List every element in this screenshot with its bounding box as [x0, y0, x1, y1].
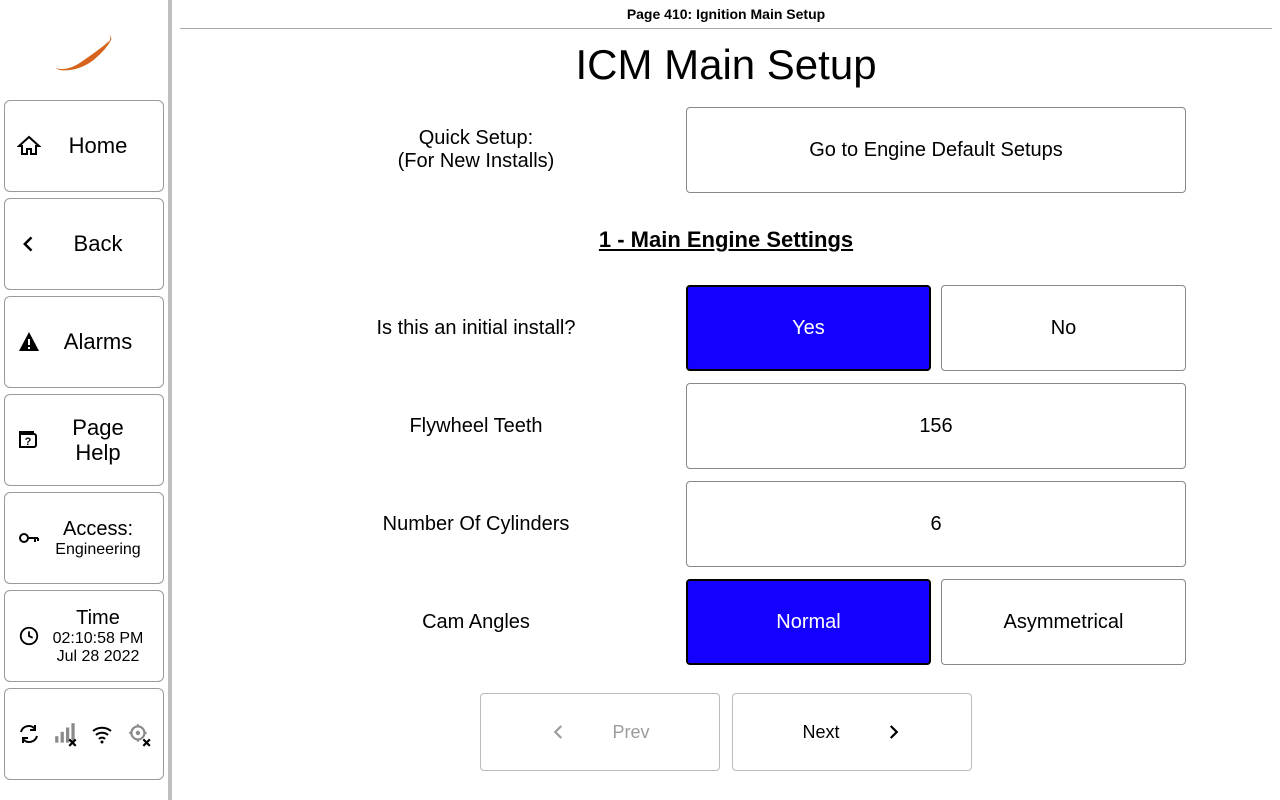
flywheel-row: Flywheel Teeth 156	[266, 383, 1186, 469]
cylinders-value-button[interactable]: 6	[686, 481, 1186, 567]
prev-label: Prev	[612, 722, 649, 743]
quick-setup-label: Quick Setup: (For New Installs)	[266, 127, 686, 173]
main-content: Page 410: Ignition Main Setup ICM Main S…	[172, 0, 1280, 800]
chevron-left-icon	[550, 723, 568, 741]
cylinders-row: Number Of Cylinders 6	[266, 481, 1186, 567]
pager: Prev Next	[180, 693, 1272, 771]
alarms-label: Alarms	[43, 329, 153, 355]
initial-install-label: Is this an initial install?	[266, 317, 686, 340]
access-panel[interactable]: Access: Engineering	[4, 492, 164, 584]
initial-install-yes-button[interactable]: Yes	[686, 285, 931, 371]
section-title: 1 - Main Engine Settings	[180, 227, 1272, 253]
help-icon: ?	[15, 428, 43, 452]
page-title: ICM Main Setup	[180, 41, 1272, 89]
location-off-icon	[125, 720, 153, 748]
flywheel-value-button[interactable]: 156	[686, 383, 1186, 469]
quick-setup-row: Quick Setup: (For New Installs) Go to En…	[266, 107, 1186, 193]
page-help-button[interactable]: ? Page Help	[4, 394, 164, 486]
chevron-left-icon	[15, 234, 43, 254]
back-button[interactable]: Back	[4, 198, 164, 290]
clock-icon	[15, 625, 43, 647]
status-bar	[4, 688, 164, 780]
sync-icon	[15, 720, 43, 748]
time-value: 02:10:58 PM	[53, 630, 144, 648]
initial-install-no-button[interactable]: No	[941, 285, 1186, 371]
alarms-button[interactable]: Alarms	[4, 296, 164, 388]
next-button[interactable]: Next	[732, 693, 972, 771]
cam-normal-button[interactable]: Normal	[686, 579, 931, 665]
home-label: Home	[43, 133, 153, 159]
cam-angles-row: Cam Angles Normal Asymmetrical	[266, 579, 1186, 665]
chevron-right-icon	[884, 723, 902, 741]
cam-asym-button[interactable]: Asymmetrical	[941, 579, 1186, 665]
initial-install-row: Is this an initial install? Yes No	[266, 285, 1186, 371]
cam-angles-label: Cam Angles	[266, 611, 686, 634]
time-panel[interactable]: Time 02:10:58 PM Jul 28 2022	[4, 590, 164, 682]
breadcrumb: Page 410: Ignition Main Setup	[180, 0, 1272, 28]
access-level: Engineering	[55, 541, 140, 559]
home-button[interactable]: Home	[4, 100, 164, 192]
cylinders-label: Number Of Cylinders	[266, 513, 686, 536]
warning-icon	[15, 330, 43, 354]
engine-defaults-button[interactable]: Go to Engine Default Setups	[686, 107, 1186, 193]
wifi-icon	[88, 720, 116, 748]
divider	[180, 28, 1272, 29]
svg-text:?: ?	[25, 436, 32, 448]
prev-button: Prev	[480, 693, 720, 771]
logo	[4, 4, 164, 100]
time-title: Time	[76, 607, 120, 630]
flywheel-label: Flywheel Teeth	[266, 415, 686, 438]
page-help-label: Page Help	[43, 415, 153, 466]
signal-off-icon	[52, 720, 80, 748]
time-date: Jul 28 2022	[57, 648, 140, 666]
home-icon	[15, 134, 43, 158]
sidebar: Home Back Alarms ? Page Help A	[0, 0, 172, 800]
access-title: Access:	[63, 518, 133, 541]
next-label: Next	[802, 722, 839, 743]
key-icon	[15, 526, 43, 550]
back-label: Back	[43, 231, 153, 257]
